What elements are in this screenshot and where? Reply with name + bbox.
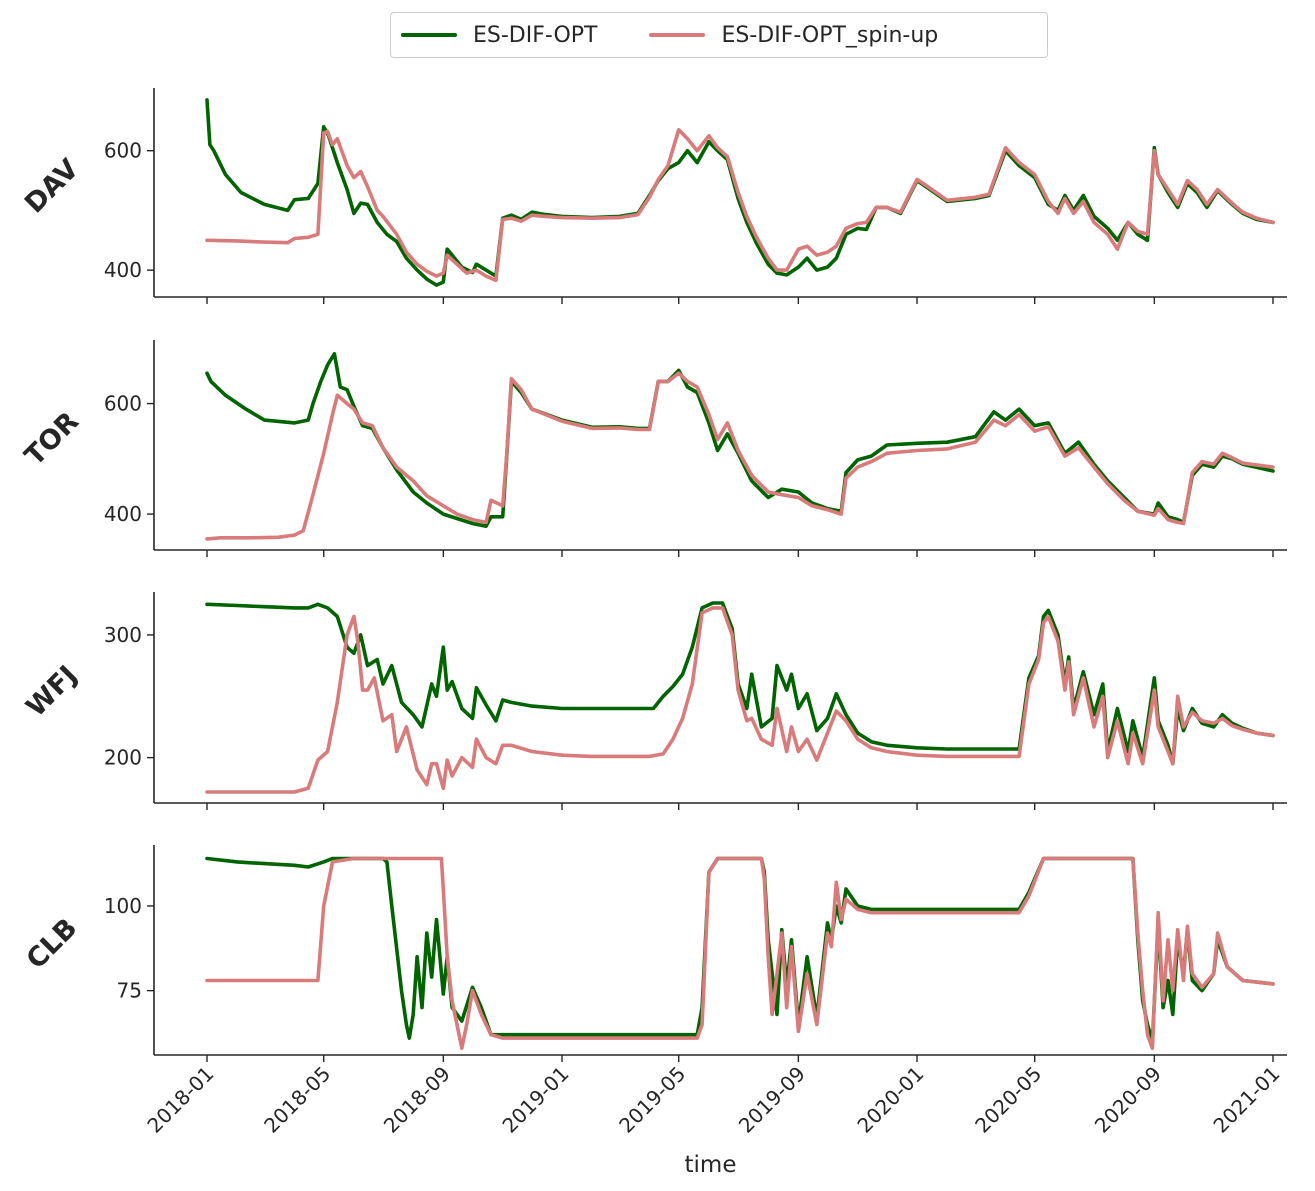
x-tick-label: 2020-01 bbox=[852, 1062, 928, 1138]
legend-swatch-es-dif-opt-spin-up bbox=[649, 33, 706, 37]
x-tick-label: 2020-05 bbox=[970, 1062, 1046, 1138]
y-tick-label-dav: 400 bbox=[104, 258, 142, 282]
legend-item-es-dif-opt-spin-up: ES-DIF-OPT_spin-up bbox=[649, 23, 938, 48]
y-tick-label-clb: 100 bbox=[104, 894, 142, 918]
panel-label-dav: DAV bbox=[19, 153, 85, 219]
series-line-wfj-es-dif-opt-spin-up bbox=[205, 606, 1275, 794]
y-tick-label-dav: 600 bbox=[104, 139, 142, 163]
legend: ES-DIF-OPT ES-DIF-OPT_spin-up bbox=[390, 12, 1048, 58]
legend-swatch-es-dif-opt bbox=[401, 33, 457, 37]
x-tick-label: 2018-09 bbox=[379, 1062, 455, 1138]
series-line-clb-es-dif-opt bbox=[205, 856, 1275, 1044]
y-tick-label-wfj: 300 bbox=[104, 623, 142, 647]
panel-label-tor: TOR bbox=[19, 406, 85, 472]
x-axis-title: time bbox=[685, 1152, 737, 1178]
legend-label-es-dif-opt-spin-up: ES-DIF-OPT_spin-up bbox=[721, 22, 939, 48]
legend-label-es-dif-opt: ES-DIF-OPT bbox=[473, 22, 598, 48]
series-line-dav-es-dif-opt bbox=[205, 98, 1275, 287]
panel-label-clb: CLB bbox=[21, 913, 84, 976]
x-tick-label: 2018-01 bbox=[142, 1062, 218, 1138]
y-tick-label-tor: 400 bbox=[104, 502, 142, 526]
x-tick-label: 2019-05 bbox=[614, 1062, 690, 1138]
series-line-tor-es-dif-opt-spin-up bbox=[205, 371, 1275, 541]
series-line-tor-es-dif-opt bbox=[205, 352, 1275, 528]
x-tick-label: 2019-01 bbox=[497, 1062, 573, 1138]
x-tick-label: 2020-09 bbox=[1090, 1062, 1166, 1138]
series-line-wfj-es-dif-opt bbox=[205, 601, 1275, 766]
x-tick-label: 2019-09 bbox=[734, 1062, 810, 1138]
y-tick-label-tor: 600 bbox=[104, 392, 142, 416]
y-tick-label-wfj: 200 bbox=[104, 746, 142, 770]
x-tick-label: 2021-01 bbox=[1208, 1062, 1284, 1138]
panel-label-wfj: WFJ bbox=[20, 660, 83, 723]
series-line-dav-es-dif-opt-spin-up bbox=[205, 128, 1275, 283]
series-line-clb-es-dif-opt-spin-up bbox=[205, 856, 1275, 1050]
legend-item-es-dif-opt: ES-DIF-OPT bbox=[401, 23, 597, 48]
y-tick-label-clb: 75 bbox=[117, 979, 142, 1003]
x-tick-label: 2018-05 bbox=[259, 1062, 335, 1138]
